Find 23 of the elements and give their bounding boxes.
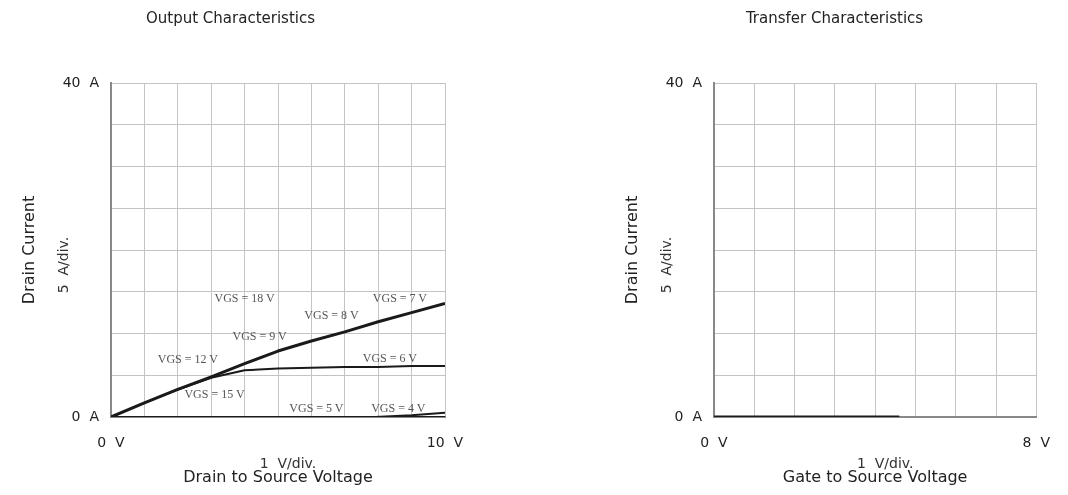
annotation: VGS = 5 V	[289, 400, 344, 415]
y-axis-title: Drain Current	[18, 195, 38, 305]
x-tick-label: 0 V	[700, 434, 729, 451]
x-tick-label: 10 V	[426, 434, 464, 451]
x-tick-label: 8 V	[1022, 434, 1051, 451]
text: 5 A/div.	[657, 236, 674, 294]
annotation: VGS = 9 V	[232, 329, 288, 343]
text: 5 A/div.	[54, 236, 71, 294]
annotation: VGS = 18 V	[214, 290, 276, 305]
y-tick-label: 40 A	[62, 73, 100, 90]
annotation: VGS = 8 V	[304, 308, 359, 323]
y-axis-title: Drain Current	[621, 195, 641, 305]
chart-title: Output Characteristics	[145, 8, 316, 27]
y-tick-label: 0 A	[674, 407, 703, 424]
annotation: VGS = 12 V	[157, 352, 219, 367]
x-tick-label: 0 V	[97, 434, 126, 451]
y-tick-label: 0 A	[71, 407, 100, 424]
annotation: VGS = 7 V	[372, 291, 428, 306]
annotation: VGS = 4 V	[371, 400, 426, 415]
annotation: VGS = 15 V	[184, 387, 245, 402]
y-tick-label: 40 A	[665, 73, 703, 90]
annotation: VGS = 6 V	[362, 350, 418, 365]
chart-title: Transfer Characteristics	[744, 8, 924, 27]
